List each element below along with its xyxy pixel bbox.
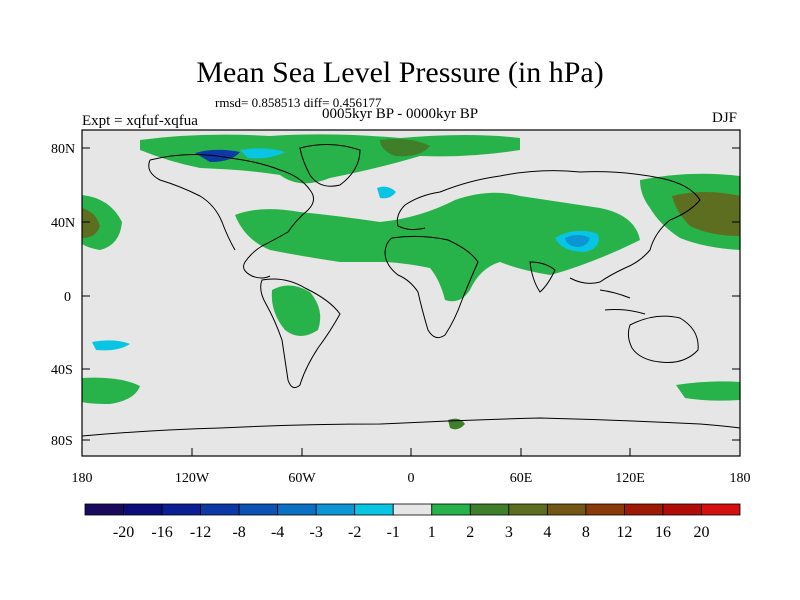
- colorbar-swatch: [123, 503, 163, 516]
- colorbar-label: 1: [428, 524, 436, 541]
- colorbar-swatch: [161, 503, 201, 516]
- colorbar-swatch: [546, 503, 587, 516]
- map-background: [82, 130, 740, 456]
- colorbar-swatch: [200, 503, 240, 516]
- coastlines: [81, 144, 741, 437]
- colorbar-swatch: [354, 503, 394, 516]
- negative-anomaly-atlantic: [377, 186, 396, 199]
- colorbar-swatch: [431, 503, 471, 516]
- negative-anomaly-tibet-core: [565, 235, 590, 247]
- colorbar-swatch: [585, 503, 625, 516]
- colorbar-label: 12: [616, 524, 632, 541]
- colorbar-label: 20: [693, 524, 709, 541]
- colorbar-label: -4: [271, 524, 284, 541]
- season-label: DJF: [712, 110, 738, 126]
- colorbar-label: 16: [655, 524, 671, 541]
- colorbar-label: -2: [348, 524, 361, 541]
- x-tick-label: 60E: [510, 471, 533, 486]
- x-tick-label: 120E: [615, 471, 645, 486]
- colorbar-swatch: [277, 503, 317, 516]
- negative-anomaly-south-pacific: [92, 340, 130, 351]
- colorbar-label: 3: [505, 524, 513, 541]
- period-label: 0005kyr BP - 0000kyr BP: [322, 106, 479, 122]
- colorbar-label: -16: [151, 524, 172, 541]
- positive-anomaly-south-indian: [676, 381, 740, 401]
- colorbar-label: -12: [190, 524, 211, 541]
- colorbar-swatch: [662, 503, 702, 516]
- y-tick-label: 80N: [51, 142, 75, 157]
- x-tick-label: 0: [408, 471, 415, 486]
- colorbar-label: -20: [113, 524, 134, 541]
- colorbar-labels: -20 -16 -12 -8 -4 -3 -2 -1 1 2 3 4 8 12 16 20: [113, 524, 710, 541]
- colorbar-swatch: [84, 503, 124, 516]
- positive-anomaly-canada: [380, 138, 430, 157]
- colorbar-swatch: [469, 503, 510, 516]
- positive-anomaly-north-pacific-core: [672, 192, 740, 236]
- y-tick-label: 40S: [51, 363, 73, 378]
- negative-anomaly-arctic-light: [240, 148, 285, 159]
- colorbar-label: 4: [543, 524, 551, 541]
- stats-line: rmsd= 0.858513 diff= 0.456177: [215, 95, 382, 110]
- colorbar-swatch: [238, 503, 279, 516]
- map-title: Mean Sea Level Pressure (in hPa): [196, 56, 604, 89]
- colorbar-label: 2: [466, 524, 474, 541]
- positive-anomaly-west-edge-core: [82, 208, 100, 238]
- x-tick-label: 180: [730, 471, 751, 486]
- x-tick-label: 60W: [288, 471, 316, 486]
- positive-anomaly-south-pacific: [82, 377, 140, 404]
- colorbar-swatch: [508, 503, 548, 516]
- x-axis: [81, 448, 741, 456]
- colorbar-swatch: [701, 503, 741, 516]
- colorbar-swatch: [315, 503, 356, 516]
- experiment-label: Expt = xqfuf-xqfua: [82, 113, 198, 129]
- positive-anomaly-antarctica: [448, 418, 465, 430]
- y-tick-label: 80S: [51, 434, 73, 449]
- colorbar-label: 8: [582, 524, 590, 541]
- y-tick-label: 0: [64, 290, 71, 305]
- pressure-anomaly-fields: [82, 134, 740, 430]
- colorbar-swatch: [392, 503, 433, 516]
- positive-anomaly-west-edge: [82, 195, 122, 250]
- colorbar-label: -3: [310, 524, 323, 541]
- positive-anomaly-south-america: [271, 285, 321, 336]
- y-axis: [82, 147, 740, 441]
- colorbar-label: -8: [232, 524, 245, 541]
- y-tick-label: 40N: [51, 216, 75, 231]
- x-tick-label: 180: [72, 471, 93, 486]
- positive-anomaly-eurasia: [235, 192, 640, 302]
- colorbar-swatch: [624, 503, 664, 516]
- colorbar-label: -1: [387, 524, 400, 541]
- x-tick-label: 120W: [175, 471, 210, 486]
- colorbar: [84, 503, 741, 516]
